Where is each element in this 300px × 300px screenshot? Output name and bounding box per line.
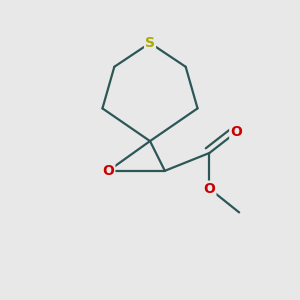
Text: O: O [230,125,242,139]
Text: O: O [203,182,215,196]
Text: O: O [103,164,114,178]
Text: S: S [145,36,155,50]
